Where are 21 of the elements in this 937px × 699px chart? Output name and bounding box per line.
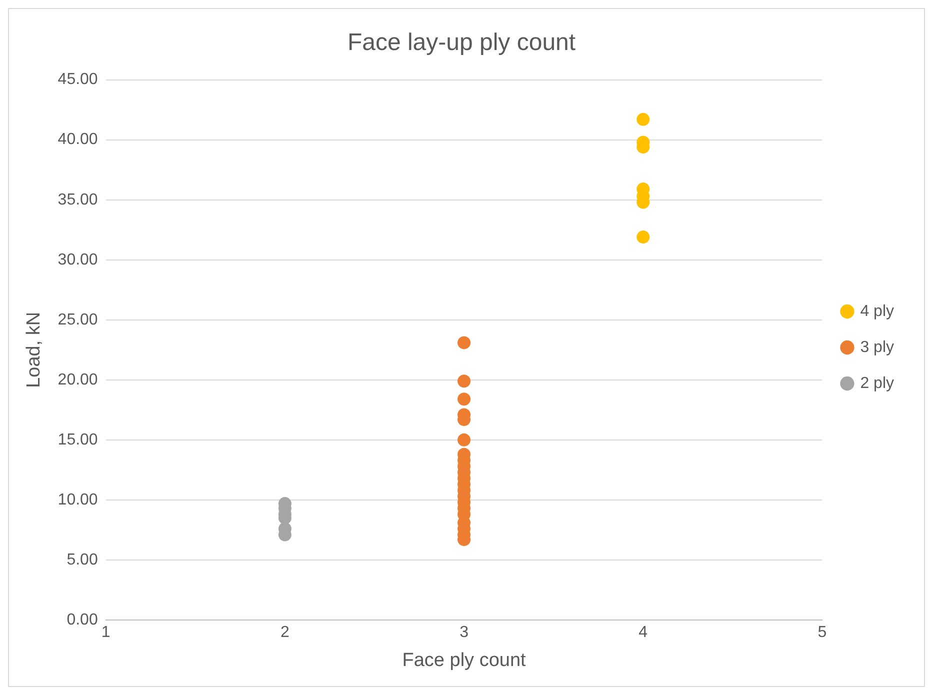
y-tick-label: 25.00	[58, 311, 98, 328]
y-axis-title: Load, kN	[24, 312, 45, 388]
legend-label: 4 ply	[860, 302, 894, 320]
y-tick-label: 10.00	[58, 491, 98, 508]
x-tick-label: 3	[460, 624, 469, 642]
y-tick-label: 0.00	[66, 611, 98, 628]
x-tick-label: 1	[101, 624, 110, 642]
y-tick-label: 40.00	[58, 131, 98, 148]
x-tick-label: 2	[280, 624, 290, 642]
y-tick-label: 20.00	[58, 371, 98, 388]
y-tick-label: 35.00	[58, 191, 98, 208]
y-tick-label: 5.00	[66, 551, 98, 568]
y-tick-label: 15.00	[58, 431, 98, 448]
x-tick-label: 4	[638, 624, 648, 642]
x-tick-label: 5	[818, 624, 827, 642]
legend-label: 2 ply	[860, 374, 894, 392]
chart-title: Face lay-up ply count	[347, 29, 576, 56]
legend-label: 3 ply	[860, 338, 894, 356]
x-axis-title: Face ply count	[402, 650, 527, 671]
y-tick-label: 30.00	[58, 251, 98, 268]
y-tick-label: 45.00	[58, 71, 98, 88]
